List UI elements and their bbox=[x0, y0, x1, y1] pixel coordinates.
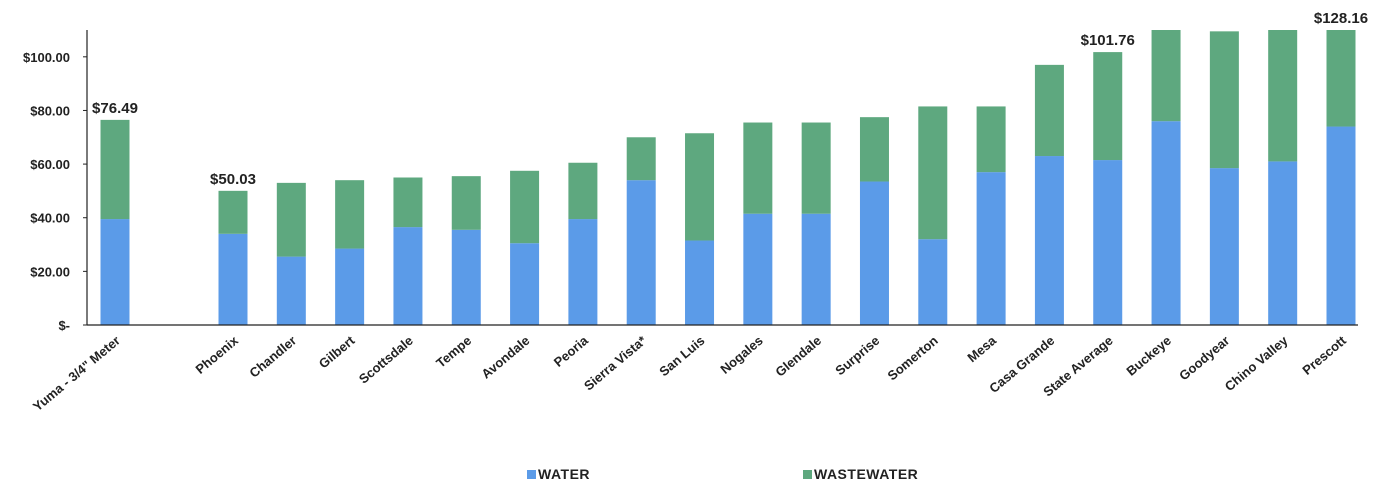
bar-water bbox=[626, 180, 656, 325]
bar-wastewater bbox=[685, 133, 715, 241]
legend: WATER WASTEWATER bbox=[0, 466, 1377, 486]
bar-wastewater bbox=[568, 162, 598, 220]
x-category-label: Sierra Vista* bbox=[581, 332, 650, 393]
x-category-label: Peoria bbox=[551, 332, 592, 370]
x-category-label: Phoenix bbox=[193, 332, 242, 376]
bar-water bbox=[1034, 156, 1064, 325]
x-category-label: Prescott bbox=[1299, 332, 1349, 377]
bar-water bbox=[451, 229, 481, 325]
x-category-label: Chandler bbox=[246, 333, 299, 381]
bar-wastewater bbox=[393, 177, 423, 228]
y-tick-label: $80.00 bbox=[30, 103, 70, 118]
y-tick-label: $100.00 bbox=[23, 50, 70, 65]
bar-water bbox=[801, 213, 831, 325]
bar-wastewater bbox=[1151, 30, 1181, 122]
bar-water bbox=[393, 227, 423, 325]
bar-wastewater bbox=[335, 180, 365, 249]
bar-wastewater bbox=[276, 182, 306, 257]
y-axis: $- $20.00 $40.00 $60.00 $80.00 $100.00 bbox=[23, 30, 88, 333]
bar-wastewater bbox=[743, 122, 773, 214]
bar-water bbox=[568, 219, 598, 325]
legend-item-wastewater: WASTEWATER bbox=[803, 466, 918, 482]
legend-item-water: WATER bbox=[527, 466, 590, 482]
bar-water bbox=[1326, 126, 1356, 325]
bar-water bbox=[918, 239, 948, 325]
bar-wastewater bbox=[100, 119, 130, 220]
data-label: $50.03 bbox=[210, 171, 256, 188]
data-labels: $76.49 $50.03 $101.76 $128.16 bbox=[92, 10, 1368, 188]
bar-water bbox=[1093, 160, 1123, 325]
x-category-label: Mesa bbox=[964, 332, 999, 365]
bar-water bbox=[218, 233, 248, 325]
bar-water bbox=[1209, 168, 1239, 325]
x-category-label: Tempe bbox=[433, 333, 474, 371]
x-category-label: Glendale bbox=[772, 333, 824, 380]
bar-water bbox=[1268, 161, 1298, 325]
bar-water bbox=[100, 219, 130, 325]
x-category-label: Yuma - 3/4" Meter bbox=[30, 333, 123, 414]
bar-water bbox=[859, 181, 889, 325]
x-category-label: San Luis bbox=[656, 333, 707, 379]
x-category-label: Scottsdale bbox=[356, 333, 416, 387]
y-tick-label: $40.00 bbox=[30, 211, 70, 226]
bar-wastewater bbox=[859, 117, 889, 182]
bar-wastewater bbox=[976, 106, 1006, 173]
bar-wastewater bbox=[510, 170, 540, 244]
bars bbox=[100, 30, 1356, 325]
bar-water bbox=[510, 243, 540, 325]
x-category-label: Somerton bbox=[885, 333, 941, 384]
bar-wastewater bbox=[451, 176, 481, 230]
bar-wastewater bbox=[1093, 52, 1123, 161]
data-label: $128.16 bbox=[1314, 10, 1368, 27]
bar-wastewater bbox=[1209, 31, 1239, 169]
data-label: $101.76 bbox=[1081, 32, 1135, 49]
legend-swatch-wastewater bbox=[803, 469, 812, 479]
y-tick-label: $- bbox=[58, 318, 70, 333]
legend-label-wastewater: WASTEWATER bbox=[814, 466, 919, 482]
x-category-label: Chino Valley bbox=[1222, 332, 1291, 394]
bar-wastewater bbox=[218, 190, 248, 234]
x-axis: Yuma - 3/4" Meter Phoenix Chandler GilbertS… bbox=[30, 324, 1358, 414]
x-category-label: Surprise bbox=[832, 333, 882, 378]
bar-water bbox=[685, 240, 715, 325]
x-category-label: Goodyear bbox=[1176, 333, 1232, 383]
bar-wastewater bbox=[801, 122, 831, 214]
bar-water bbox=[1151, 121, 1181, 325]
bar-wastewater bbox=[1268, 30, 1298, 162]
x-category-label: Avondale bbox=[478, 333, 532, 382]
y-tick-label: $60.00 bbox=[30, 157, 70, 172]
data-label: $76.49 bbox=[92, 100, 138, 117]
x-category-label: Nogales bbox=[717, 333, 765, 377]
bar-water bbox=[976, 172, 1006, 325]
bar-wastewater bbox=[918, 106, 948, 240]
y-tick-label: $20.00 bbox=[30, 264, 70, 279]
bar-wastewater bbox=[626, 137, 656, 181]
bar-water bbox=[743, 213, 773, 325]
bar-wastewater bbox=[1326, 30, 1356, 127]
x-category-label: Gilbert bbox=[316, 332, 358, 371]
bar-water bbox=[276, 256, 306, 325]
legend-swatch-water bbox=[527, 469, 536, 479]
x-category-label: Buckeye bbox=[1123, 333, 1174, 379]
legend-label-water: WATER bbox=[538, 466, 591, 482]
bar-wastewater bbox=[1034, 64, 1064, 157]
bar-water bbox=[335, 248, 365, 325]
